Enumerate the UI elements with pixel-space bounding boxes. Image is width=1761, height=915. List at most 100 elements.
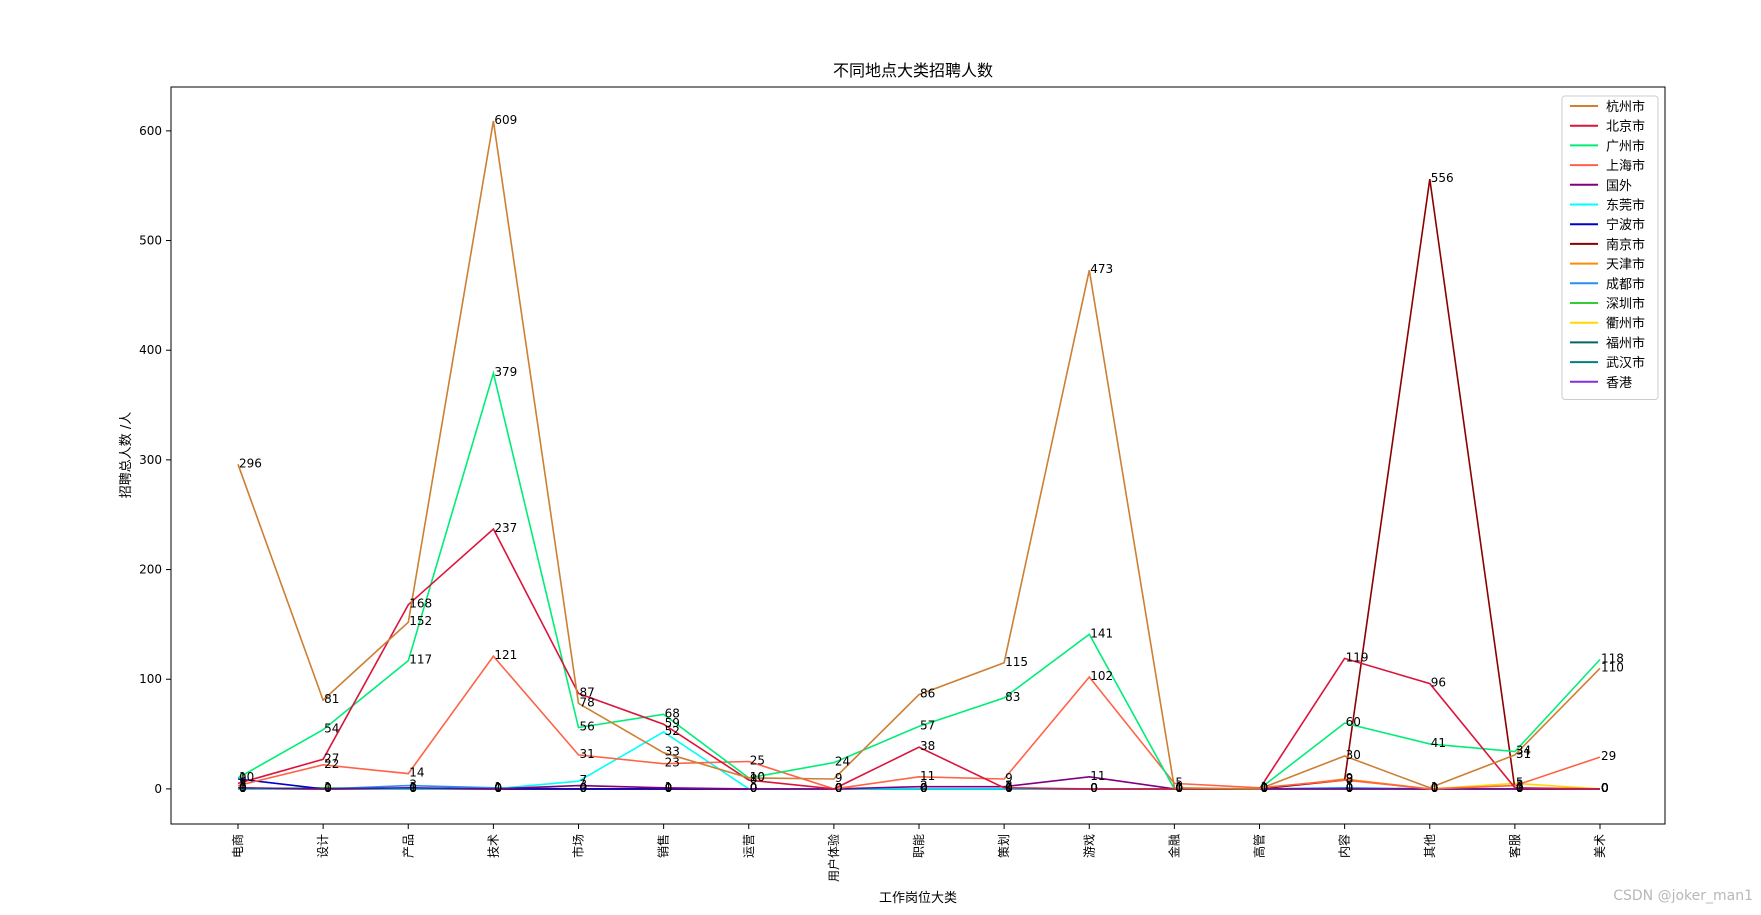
data-label: 0 bbox=[750, 781, 758, 795]
data-label: 0 bbox=[920, 781, 928, 795]
data-label: 0 bbox=[835, 781, 843, 795]
series-line bbox=[237, 654, 1601, 790]
y-tick-label: 400 bbox=[139, 343, 162, 357]
data-label: 0 bbox=[324, 781, 332, 795]
data-label: 0 bbox=[409, 781, 417, 795]
data-label: 0 bbox=[665, 781, 673, 795]
series-lines bbox=[237, 120, 1601, 790]
data-label: 0 bbox=[750, 781, 758, 795]
data-label: 0 bbox=[1516, 781, 1524, 795]
data-label: 9 bbox=[239, 771, 247, 785]
data-label: 0 bbox=[1175, 781, 1183, 795]
data-label: 0 bbox=[1346, 781, 1354, 795]
data-label: 0 bbox=[1516, 781, 1524, 795]
data-label: 86 bbox=[920, 687, 935, 701]
legend-entry: 武汉市 bbox=[1606, 355, 1645, 371]
data-label: 0 bbox=[835, 781, 843, 795]
data-label: 0 bbox=[409, 781, 417, 795]
data-label: 0 bbox=[1346, 781, 1354, 795]
data-label: 68 bbox=[665, 706, 680, 720]
y-tick-label: 100 bbox=[139, 672, 162, 686]
data-label: 0 bbox=[1431, 781, 1439, 795]
data-label: 1 bbox=[1261, 780, 1269, 794]
data-label: 0 bbox=[580, 781, 588, 795]
data-label: 0 bbox=[920, 781, 928, 795]
data-label: 52 bbox=[665, 724, 680, 738]
data-label: 0 bbox=[835, 781, 843, 795]
data-label: 1 bbox=[1346, 780, 1354, 794]
data-label: 1 bbox=[1431, 780, 1439, 794]
legend-entry: 南京市 bbox=[1606, 237, 1645, 253]
y-tick-label: 500 bbox=[139, 234, 162, 248]
data-label: 0 bbox=[1005, 781, 1013, 795]
data-label: 0 bbox=[920, 781, 928, 795]
data-label: 0 bbox=[494, 781, 502, 795]
data-label: 0 bbox=[580, 781, 588, 795]
data-label: 0 bbox=[1601, 781, 1609, 795]
data-label: 0 bbox=[1090, 781, 1098, 795]
data-label: 30 bbox=[1346, 748, 1361, 762]
legend-entry: 香港 bbox=[1606, 376, 1632, 391]
x-tick-label: 市场 bbox=[571, 834, 586, 858]
data-label: 0 bbox=[239, 781, 247, 795]
x-axis: 电商 设计 产品 技术 市场 销售 运营 用户体验 职能 策划 游戏 金融 高管 内容 其他 客服 美术 bbox=[230, 824, 1607, 882]
data-label: 0 bbox=[580, 781, 588, 795]
data-label: 110 bbox=[1601, 660, 1624, 674]
data-label: 0 bbox=[750, 781, 758, 795]
data-label: 0 bbox=[1261, 781, 1269, 795]
data-label: 0 bbox=[1175, 781, 1183, 795]
legend-entry: 深圳市 bbox=[1606, 296, 1645, 312]
data-label: 115 bbox=[1005, 655, 1028, 669]
data-label: 0 bbox=[494, 781, 502, 795]
data-label: 0 bbox=[750, 781, 758, 795]
data-label: 0 bbox=[494, 781, 502, 795]
data-label: 0 bbox=[580, 781, 588, 795]
data-label: 59 bbox=[665, 716, 680, 730]
data-label: 0 bbox=[1261, 781, 1269, 795]
data-label: 0 bbox=[1261, 781, 1269, 795]
data-label: 0 bbox=[1431, 781, 1439, 795]
data-label: 9 bbox=[1005, 771, 1013, 785]
data-label: 0 bbox=[1005, 781, 1013, 795]
data-label: 0 bbox=[1175, 781, 1183, 795]
data-label: 0 bbox=[1090, 781, 1098, 795]
data-label: 0 bbox=[324, 781, 332, 795]
data-label: 0 bbox=[665, 781, 673, 795]
data-label: 3 bbox=[409, 778, 417, 792]
data-label: 8 bbox=[750, 772, 758, 786]
data-label: 0 bbox=[1175, 781, 1183, 795]
data-label: 56 bbox=[580, 719, 595, 733]
data-label: 0 bbox=[665, 781, 673, 795]
legend: 杭州市北京市广州市上海市国外东莞市宁波市南京市天津市成都市深圳市衢州市福州市武汉… bbox=[1561, 95, 1659, 400]
data-label: 0 bbox=[1601, 781, 1609, 795]
data-label: 0 bbox=[835, 781, 843, 795]
data-label: 0 bbox=[1175, 781, 1183, 795]
data-label: 0 bbox=[494, 781, 502, 795]
series-line bbox=[237, 775, 1600, 790]
data-label: 0 bbox=[1431, 781, 1439, 795]
data-label: 83 bbox=[1005, 690, 1020, 704]
data-label: 0 bbox=[1346, 781, 1354, 795]
data-label: 0 bbox=[409, 781, 417, 795]
data-label: 0 bbox=[1090, 781, 1098, 795]
data-label: 0 bbox=[324, 781, 332, 795]
data-label: 5 bbox=[1175, 775, 1183, 789]
data-label: 0 bbox=[324, 781, 332, 795]
x-tick-label: 销售 bbox=[656, 834, 671, 858]
data-label: 0 bbox=[324, 781, 332, 795]
data-label: 0 bbox=[920, 781, 928, 795]
x-tick-label: 高管 bbox=[1252, 834, 1267, 858]
data-label: 87 bbox=[580, 685, 595, 699]
y-tick-label: 0 bbox=[154, 782, 162, 796]
data-label: 0 bbox=[1601, 781, 1609, 795]
data-label: 1 bbox=[665, 780, 673, 794]
data-label: 0 bbox=[1261, 781, 1269, 795]
data-label: 3 bbox=[239, 778, 247, 792]
data-label: 0 bbox=[1431, 781, 1439, 795]
data-label: 0 bbox=[1090, 781, 1098, 795]
data-label: 0 bbox=[1090, 781, 1098, 795]
data-label: 0 bbox=[1261, 781, 1269, 795]
data-label: 0 bbox=[750, 781, 758, 795]
